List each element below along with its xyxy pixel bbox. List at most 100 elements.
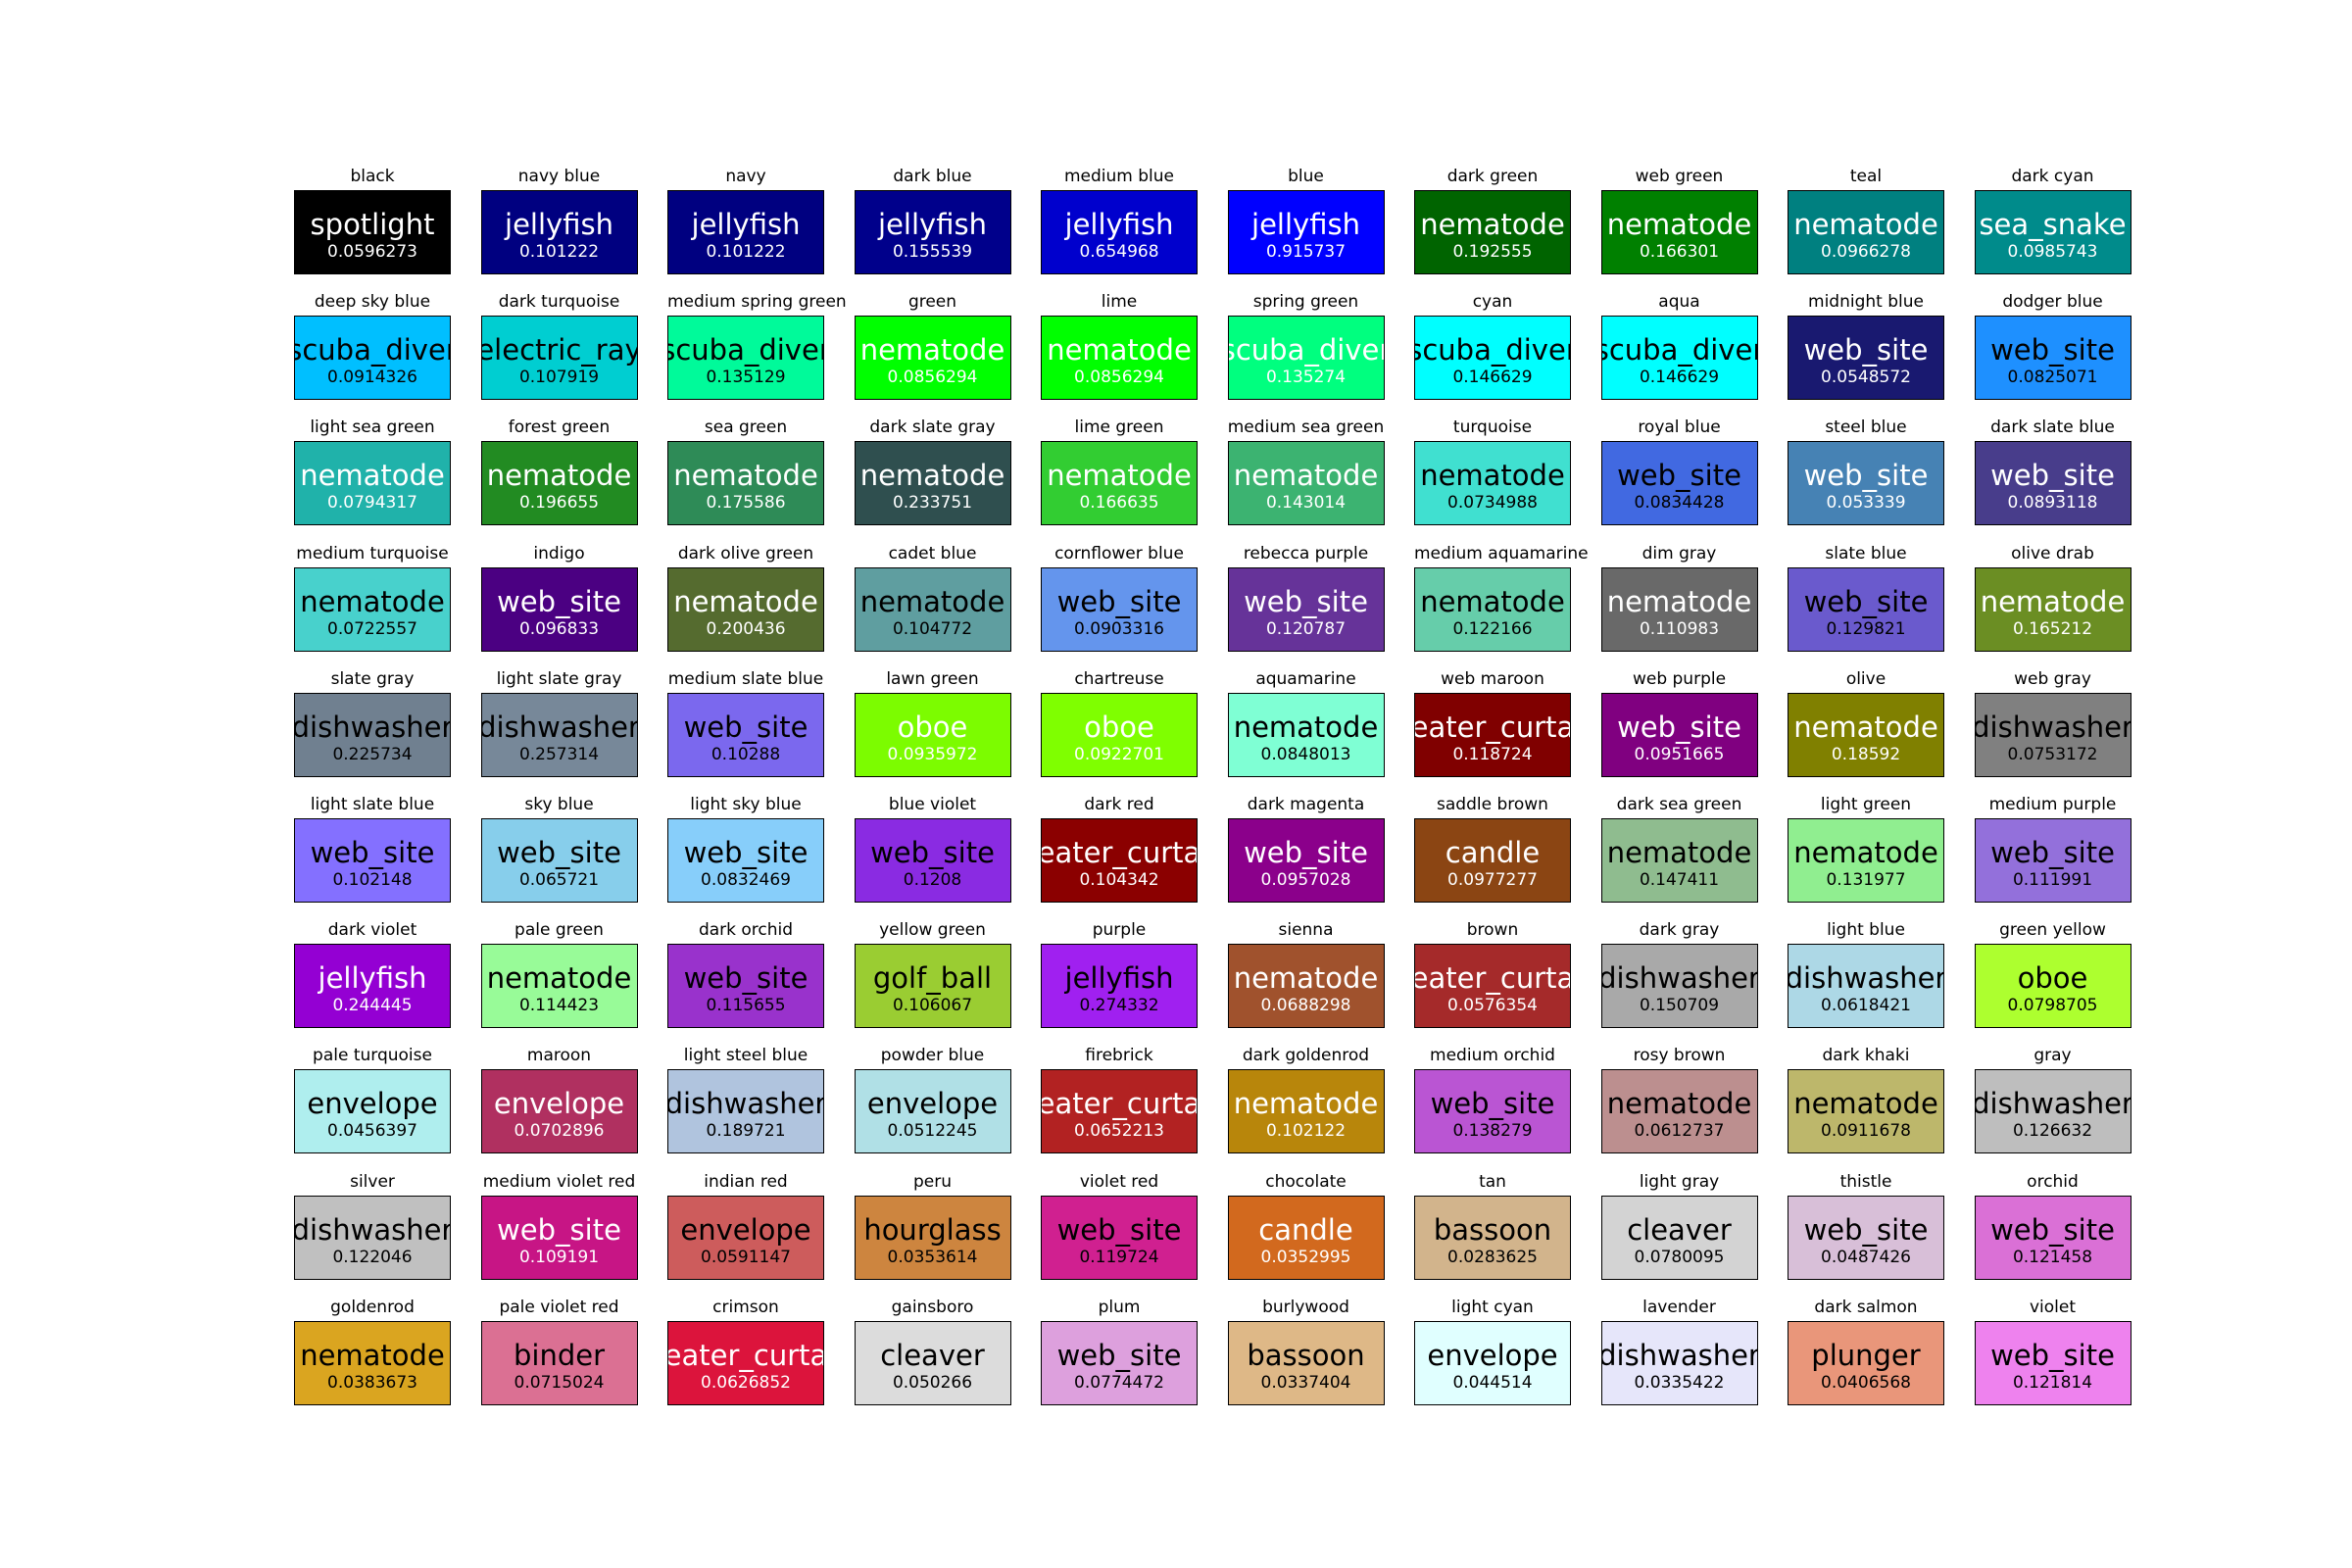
cell-title: sea green [704,417,788,438]
color-swatch: eater_curta 0.0652213 [1041,1069,1198,1154]
cell-title: medium slate blue [667,668,824,689]
color-cell: light sea green nematode 0.0794317 [294,417,451,526]
predicted-label: web_site [683,836,808,869]
predicted-label: scuba_diver [1414,333,1571,368]
color-swatch: scuba_diver 0.135129 [667,316,824,401]
confidence-score: 0.101222 [518,242,600,262]
cell-title: dark red [1084,795,1154,814]
cell-title: dark magenta [1247,795,1365,814]
confidence-score: 0.0576354 [1447,996,1538,1016]
predicted-label: jellyfish [1064,961,1174,996]
predicted-label: nematode [859,584,1005,618]
color-swatch: web_site 0.111991 [1974,818,2132,903]
confidence-score: 0.0353614 [887,1247,978,1267]
cell-title: aquamarine [1255,668,1356,689]
color-cell: indigo web_site 0.096833 [480,543,638,652]
predicted-label: bassoon [1247,1338,1365,1372]
predicted-label: web_site [1056,1338,1182,1372]
cell-title: green yellow [1999,920,2106,941]
confidence-score: 0.107919 [518,368,600,388]
confidence-score: 0.0798705 [2007,996,2098,1016]
predicted-label: nematode [1233,961,1379,996]
cell-title: maroon [526,1046,592,1066]
color-swatch: web_site 0.0825071 [1974,316,2132,401]
color-cell: dodger blue web_site 0.0825071 [1974,292,2132,401]
predicted-label: web_site [1244,836,1368,869]
predicted-label: candle [1258,1212,1353,1247]
color-swatch: scuba_diver 0.135274 [1227,316,1385,401]
confidence-score: 0.0702896 [514,1121,605,1142]
color-swatch: web_site 0.0893118 [1974,441,2132,526]
predicted-label: nematode [1233,710,1379,744]
color-swatch: nematode 0.0848013 [1227,692,1385,777]
color-cell: pale violet red binder 0.0715024 [480,1298,638,1405]
confidence-score: 0.654968 [1079,242,1159,262]
color-swatch: nematode 0.165212 [1974,566,2132,652]
color-swatch: web_site 0.121458 [1974,1195,2132,1280]
color-cell: light cyan envelope 0.044514 [1414,1298,1571,1405]
predicted-label: nematode [1793,1087,1938,1121]
confidence-score: 0.143014 [1265,493,1347,514]
predicted-label: nematode [300,459,445,493]
predicted-label: dishwasher [1974,710,2132,744]
confidence-score: 0.138279 [1452,1121,1533,1142]
predicted-label: envelope [1427,1338,1558,1372]
cell-title: dark olive green [677,543,814,564]
confidence-score: 0.101222 [706,242,786,262]
color-cell: web green nematode 0.166301 [1600,167,1758,274]
cell-title: firebrick [1085,1046,1153,1066]
cell-title: olive [1845,668,1886,689]
color-swatch: web_site 0.065721 [480,818,638,903]
color-cell: deep sky blue scuba_diver 0.0914326 [294,292,451,401]
confidence-score: 0.165212 [2012,618,2093,639]
color-cell: goldenrod nematode 0.0383673 [294,1298,451,1405]
cell-title: dark green [1446,167,1539,186]
color-cell: turquoise nematode 0.0734988 [1414,417,1571,526]
confidence-score: 0.102122 [1265,1121,1347,1142]
cell-title: medium blue [1063,167,1175,186]
cell-title: indian red [704,1171,788,1192]
confidence-score: 0.135129 [706,368,786,388]
confidence-score: 0.189721 [706,1121,786,1142]
confidence-score: 0.121458 [2012,1247,2093,1267]
cell-title: peru [912,1171,952,1192]
predicted-label: dishwasher [294,1212,451,1247]
cell-title: light cyan [1451,1297,1534,1317]
confidence-score: 0.196655 [518,493,600,514]
cell-title: chocolate [1265,1171,1347,1192]
confidence-score: 0.119724 [1079,1247,1159,1267]
color-cell: dark goldenrod nematode 0.102122 [1227,1046,1385,1154]
confidence-score: 0.0612737 [1634,1121,1725,1142]
cell-title: dark blue [893,167,972,186]
confidence-score: 0.0512245 [887,1121,978,1142]
predicted-label: jellyfish [505,208,613,241]
cell-title: cornflower blue [1054,543,1184,564]
cell-title: dark slate gray [869,417,996,438]
confidence-score: 0.0774472 [1074,1372,1164,1393]
color-cell: dark orchid web_site 0.115655 [667,920,824,1029]
predicted-label: nematode [486,961,632,996]
cell-title: web purple [1632,668,1727,689]
predicted-label: web_site [1617,710,1741,744]
color-swatch: web_site 0.0832469 [667,818,824,903]
color-swatch: eater_curta 0.104342 [1041,818,1198,903]
color-cell: navy jellyfish 0.101222 [667,167,824,274]
color-swatch: nematode 0.0688298 [1227,944,1385,1029]
predicted-label: nematode [859,459,1005,493]
cell-title: indigo [533,543,585,564]
predicted-label: eater_curta [667,1338,824,1372]
cell-title: violet [2029,1297,2077,1317]
color-cell: pale turquoise envelope 0.0456397 [294,1046,451,1154]
cell-title: aqua [1658,292,1700,313]
color-swatch: nematode 0.233751 [854,441,1011,526]
cell-title: chartreuse [1074,668,1164,689]
color-swatch: nematode 0.102122 [1227,1069,1385,1154]
color-swatch: oboe 0.0798705 [1974,944,2132,1029]
color-cell: royal blue web_site 0.0834428 [1600,417,1758,526]
predicted-label: scuba_diver [1600,333,1758,368]
color-cell: medium aquamarine nematode 0.122166 [1414,544,1589,652]
confidence-score: 0.121814 [2012,1372,2093,1393]
color-cell: dark khaki nematode 0.0911678 [1788,1046,1944,1154]
predicted-label: eater_curta [1414,961,1571,996]
